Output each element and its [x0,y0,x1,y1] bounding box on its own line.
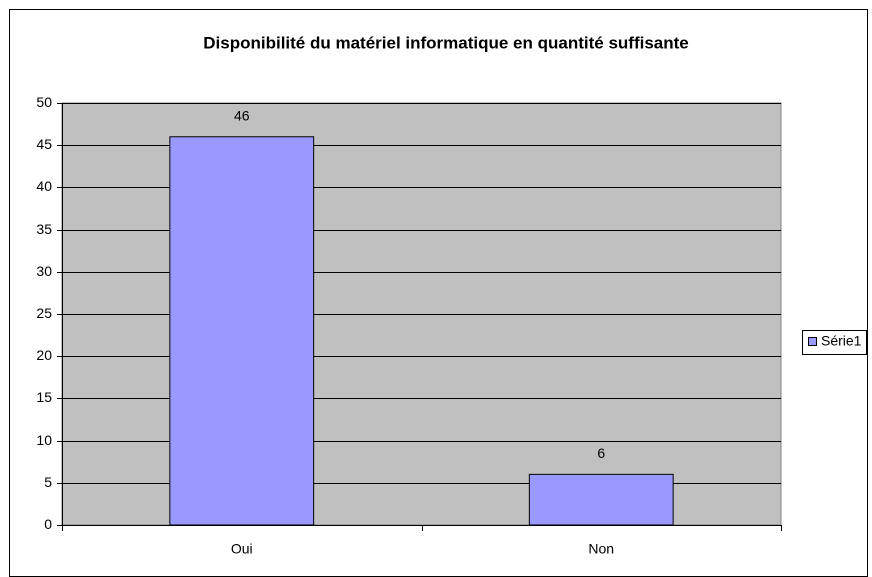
x-tick-label: Non [588,541,614,557]
y-tick-label: 0 [44,516,52,532]
data-label: 46 [234,107,250,123]
bar [169,136,315,526]
y-tick-label: 20 [36,347,52,363]
x-tick-label: Oui [231,541,253,557]
data-label: 6 [597,445,605,461]
y-tick-label: 30 [36,263,52,279]
y-tick-label: 40 [36,178,52,194]
chart-title: Disponibilité du matériel informatique e… [203,33,689,52]
legend-swatch [808,337,817,346]
bar [528,473,674,526]
y-tick-label: 10 [36,432,52,448]
y-tick-label: 15 [36,389,52,405]
legend-label: Série1 [821,333,862,349]
y-tick-label: 50 [36,94,52,110]
y-tick-label: 25 [36,305,52,321]
y-tick-label: 35 [36,221,52,237]
y-tick-label: 45 [36,136,52,152]
y-tick-label: 5 [44,474,52,490]
